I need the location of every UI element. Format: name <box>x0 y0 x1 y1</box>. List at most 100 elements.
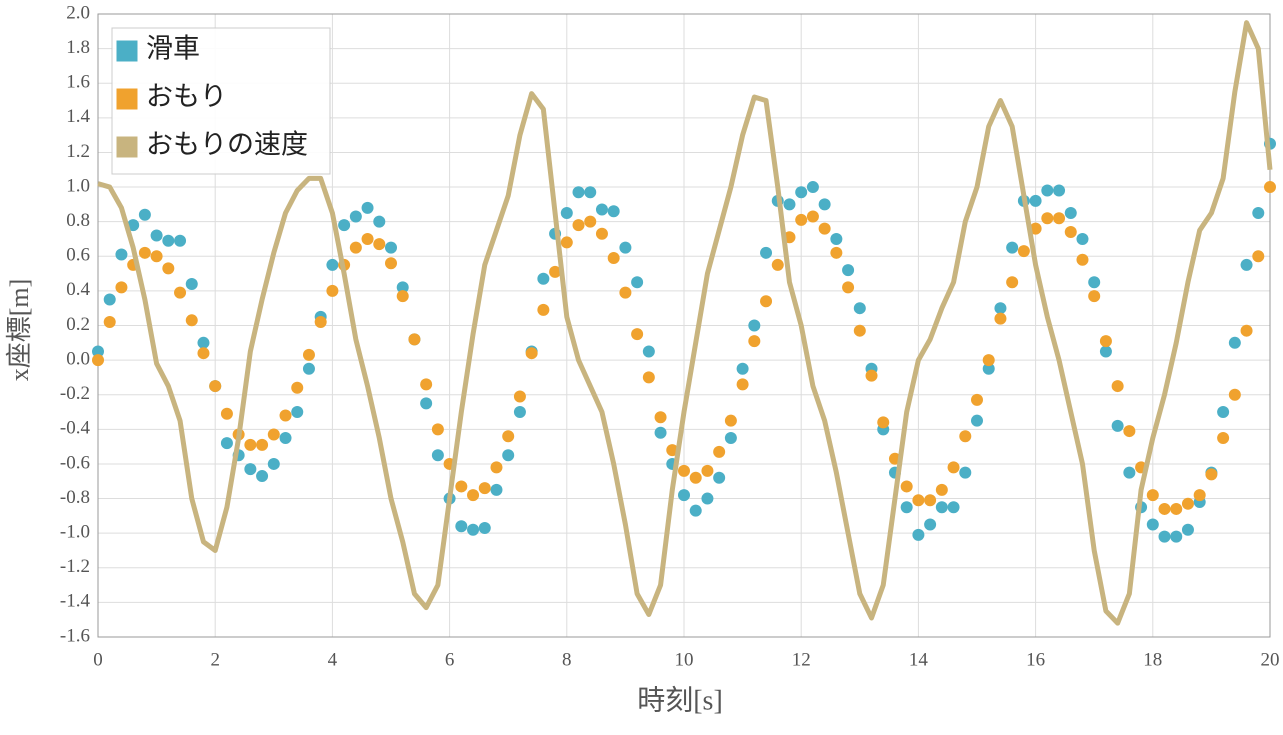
data-point <box>994 302 1007 315</box>
data-point <box>1170 502 1183 515</box>
legend-label: 滑車 <box>146 34 200 65</box>
y-tick-label: 0.4 <box>66 279 90 300</box>
data-point <box>420 397 433 410</box>
data-point <box>1170 530 1183 543</box>
legend-swatch <box>115 39 139 63</box>
y-tick-label: 2.0 <box>66 2 90 23</box>
data-point <box>689 504 702 517</box>
legend-swatch <box>115 87 139 111</box>
data-point <box>373 215 386 228</box>
data-point <box>760 295 773 308</box>
data-point <box>982 354 995 367</box>
data-point <box>385 257 397 270</box>
data-point <box>513 406 526 419</box>
data-point <box>361 201 374 214</box>
data-point <box>1123 425 1136 438</box>
data-point <box>654 411 667 424</box>
data-point <box>256 470 269 483</box>
data-point <box>713 471 726 484</box>
y-tick-label: 1.6 <box>66 72 90 93</box>
data-point <box>92 345 104 358</box>
data-point <box>490 461 503 474</box>
data-point <box>1158 502 1171 515</box>
data-point <box>1228 388 1241 401</box>
data-point <box>420 378 433 391</box>
data-point <box>607 205 620 218</box>
data-point <box>853 324 866 337</box>
legend-box <box>111 27 331 175</box>
data-point <box>1029 194 1042 207</box>
data-point <box>818 222 831 235</box>
data-point <box>1193 489 1206 502</box>
data-point <box>994 312 1007 325</box>
data-point <box>279 409 292 422</box>
data-point <box>1205 468 1218 481</box>
data-point <box>396 281 409 294</box>
data-point <box>971 414 983 427</box>
data-point <box>947 501 960 514</box>
data-point <box>185 314 198 327</box>
x-tick-label: 6 <box>445 649 455 670</box>
data-point <box>1240 324 1253 337</box>
x-tick-label: 18 <box>1143 649 1162 670</box>
data-point <box>666 444 679 457</box>
data-point <box>256 438 269 451</box>
x-tick-label: 10 <box>675 649 694 670</box>
y-tick-label: -1.0 <box>60 522 90 543</box>
data-point <box>971 393 983 406</box>
data-point <box>1146 518 1159 531</box>
data-point <box>877 416 890 429</box>
data-point <box>982 362 995 375</box>
data-point <box>338 219 351 232</box>
data-point <box>1228 336 1241 349</box>
data-point <box>912 528 925 541</box>
data-point <box>1146 489 1159 502</box>
legend-label: おもりの速度 <box>146 130 308 161</box>
data-point <box>1252 250 1265 263</box>
y-tick-label: -0.4 <box>60 418 91 439</box>
data-point <box>431 423 444 436</box>
data-point <box>1088 276 1101 289</box>
data-point <box>1076 253 1089 266</box>
data-point <box>619 241 632 254</box>
data-point <box>1111 380 1124 393</box>
data-point <box>1076 232 1089 245</box>
data-point <box>244 463 257 476</box>
data-point <box>736 378 749 391</box>
data-point <box>748 335 761 348</box>
data-point <box>197 336 210 349</box>
data-point <box>806 210 819 223</box>
y-tick-label: 0.0 <box>66 348 90 369</box>
y-tick-label: -0.2 <box>60 383 90 404</box>
data-point <box>947 461 960 474</box>
data-point <box>900 501 913 514</box>
data-point <box>689 471 702 484</box>
data-point <box>724 414 737 427</box>
data-point <box>830 232 843 245</box>
data-point <box>267 428 280 441</box>
data-point <box>935 501 948 514</box>
data-point <box>1029 222 1042 235</box>
data-point <box>748 319 761 332</box>
data-point <box>572 219 585 232</box>
data-point <box>1264 181 1276 194</box>
data-point <box>584 215 597 228</box>
data-point <box>174 234 187 247</box>
data-point <box>115 281 128 294</box>
x-tick-label: 0 <box>93 649 103 670</box>
data-point <box>138 208 151 221</box>
data-point <box>431 449 444 462</box>
data-point <box>174 286 187 299</box>
x-tick-label: 20 <box>1261 649 1280 670</box>
data-point <box>771 258 784 271</box>
data-point <box>1217 431 1230 444</box>
y-tick-label: -0.8 <box>60 487 90 508</box>
data-point <box>736 362 749 375</box>
data-point <box>314 316 327 329</box>
data-point <box>713 445 726 458</box>
data-point <box>701 492 714 505</box>
y-tick-label: 1.8 <box>66 37 90 58</box>
data-point <box>1053 212 1066 225</box>
data-point <box>924 518 937 531</box>
x-tick-label: 8 <box>562 649 572 670</box>
